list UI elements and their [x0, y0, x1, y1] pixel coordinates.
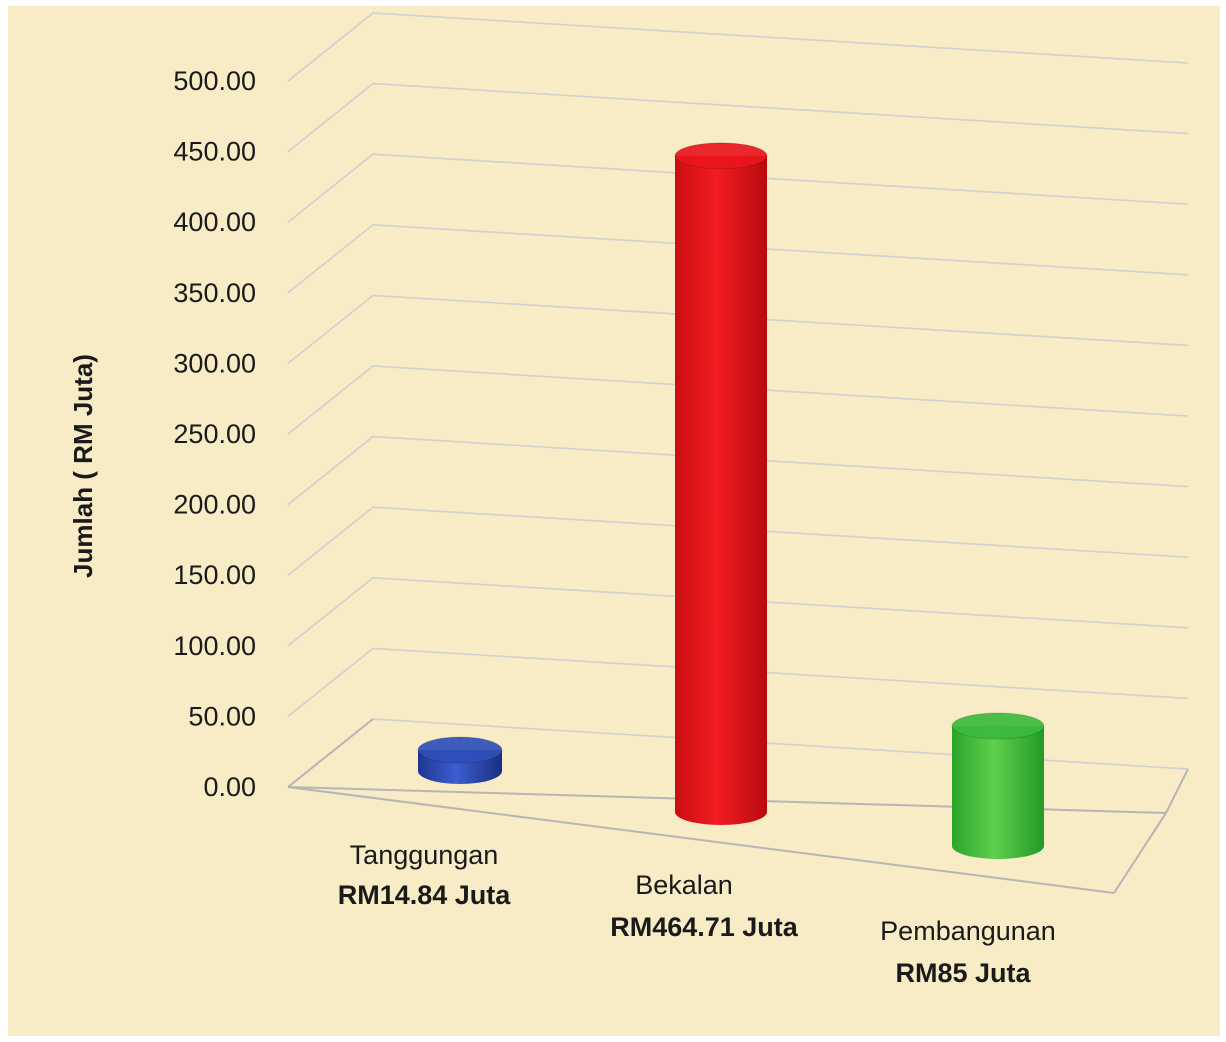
bar-body: [675, 155, 767, 826]
gridline: [287, 365, 1189, 435]
gridline: [287, 223, 1189, 294]
axes: [287, 718, 1189, 894]
category-label: Pembangunan: [880, 916, 1056, 946]
bar-top-rim: [951, 712, 1045, 740]
bar-top: [952, 712, 1044, 739]
bar-body: [952, 725, 1044, 859]
y-tick-label: 100.00: [173, 631, 256, 661]
chart-area: 0.00 50.00 100.00 150.00 200.00 250.00 300.00 3…: [8, 6, 1220, 1036]
gridline: [287, 82, 1189, 153]
value-label: RM14.84 Juta: [338, 880, 512, 910]
bar: [417, 736, 503, 784]
y-tick-label: 500.00: [173, 66, 256, 96]
y-tick-label: 400.00: [173, 207, 256, 237]
value-label: RM464.71 Juta: [610, 912, 799, 942]
category-label: Tanggungan: [350, 840, 499, 870]
y-tick-label: 450.00: [173, 137, 256, 167]
y-axis-label: Jumlah ( RM Juta): [68, 354, 98, 578]
y-tick-label: 200.00: [173, 490, 256, 520]
gridline: [287, 12, 1189, 82]
floor-outline: [287, 718, 1189, 894]
category-label: Bekalan: [635, 870, 733, 900]
y-tick-label: 350.00: [173, 278, 256, 308]
category-labels: Tanggungan RM14.84 Juta Bekalan RM464.71 Ju…: [338, 840, 1056, 988]
gridline: [287, 576, 1189, 647]
bar: [951, 712, 1045, 859]
floor-front-edge: [287, 786, 1115, 894]
gridline: [287, 647, 1189, 718]
bar-top: [675, 142, 767, 169]
bar-top-rim: [674, 142, 768, 170]
value-label: RM85 Juta: [895, 958, 1031, 988]
bar-chart: 0.00 50.00 100.00 150.00 200.00 250.00 300.00 3…: [68, 12, 1189, 988]
bar-top-rim: [417, 736, 503, 764]
y-tick-labels: 0.00 50.00 100.00 150.00 200.00 250.00 300.00 3…: [173, 66, 256, 802]
grid: [287, 12, 1189, 788]
bar-top: [418, 737, 502, 764]
gridline: [287, 506, 1189, 576]
bar: [674, 142, 768, 826]
y-tick-label: 50.00: [188, 701, 256, 731]
y-tick-label: 250.00: [173, 419, 256, 449]
bars: [417, 142, 1045, 859]
gridline: [287, 435, 1189, 506]
y-tick-label: 300.00: [173, 348, 256, 378]
gridline: [287, 294, 1189, 365]
y-tick-label: 0.00: [203, 772, 256, 802]
y-tick-label: 150.00: [173, 560, 256, 590]
gridline: [287, 153, 1189, 223]
